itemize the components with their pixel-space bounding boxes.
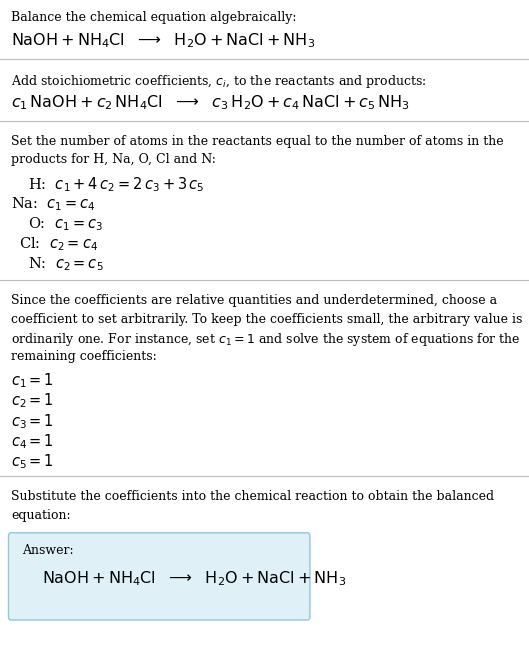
- Text: Add stoichiometric coefficients, $c_i$, to the reactants and products:: Add stoichiometric coefficients, $c_i$, …: [11, 73, 426, 90]
- Text: $c_4 = 1$: $c_4 = 1$: [11, 432, 54, 451]
- Text: $\mathsf{NaOH + NH_4Cl}$  $\longrightarrow$  $\mathsf{H_2O + NaCl + NH_3}$: $\mathsf{NaOH + NH_4Cl}$ $\longrightarro…: [42, 570, 346, 588]
- Text: Substitute the coefficients into the chemical reaction to obtain the balanced: Substitute the coefficients into the che…: [11, 490, 494, 504]
- Text: $\mathsf{NaOH + NH_4Cl}$  $\longrightarrow$  $\mathsf{H_2O + NaCl + NH_3}$: $\mathsf{NaOH + NH_4Cl}$ $\longrightarro…: [11, 31, 315, 50]
- Text: Na:  $c_1 = c_4$: Na: $c_1 = c_4$: [11, 195, 96, 213]
- Text: O:  $c_1 = c_3$: O: $c_1 = c_3$: [28, 215, 103, 233]
- Text: remaining coefficients:: remaining coefficients:: [11, 350, 157, 363]
- Text: Cl:  $c_2 = c_4$: Cl: $c_2 = c_4$: [20, 235, 98, 253]
- Text: Answer:: Answer:: [22, 544, 74, 558]
- Text: $c_1\,\mathsf{NaOH} + c_2\,\mathsf{NH_4Cl}$  $\longrightarrow$  $c_3\,\mathsf{H_: $c_1\,\mathsf{NaOH} + c_2\,\mathsf{NH_4C…: [11, 93, 410, 112]
- Text: Set the number of atoms in the reactants equal to the number of atoms in the: Set the number of atoms in the reactants…: [11, 135, 504, 147]
- Text: H:  $c_1 + 4\,c_2 = 2\,c_3 + 3\,c_5$: H: $c_1 + 4\,c_2 = 2\,c_3 + 3\,c_5$: [28, 175, 204, 193]
- Text: N:  $c_2 = c_5$: N: $c_2 = c_5$: [28, 255, 104, 273]
- Text: Since the coefficients are relative quantities and underdetermined, choose a: Since the coefficients are relative quan…: [11, 293, 497, 307]
- Text: equation:: equation:: [11, 509, 71, 522]
- Text: products for H, Na, O, Cl and N:: products for H, Na, O, Cl and N:: [11, 153, 216, 167]
- Text: ordinarily one. For instance, set $c_1 = 1$ and solve the system of equations fo: ordinarily one. For instance, set $c_1 =…: [11, 331, 521, 348]
- Text: $c_5 = 1$: $c_5 = 1$: [11, 452, 54, 471]
- Text: Balance the chemical equation algebraically:: Balance the chemical equation algebraica…: [11, 11, 297, 24]
- Text: $c_2 = 1$: $c_2 = 1$: [11, 392, 54, 410]
- Text: $c_3 = 1$: $c_3 = 1$: [11, 412, 54, 430]
- Text: coefficient to set arbitrarily. To keep the coefficients small, the arbitrary va: coefficient to set arbitrarily. To keep …: [11, 313, 523, 325]
- Text: $c_1 = 1$: $c_1 = 1$: [11, 372, 54, 390]
